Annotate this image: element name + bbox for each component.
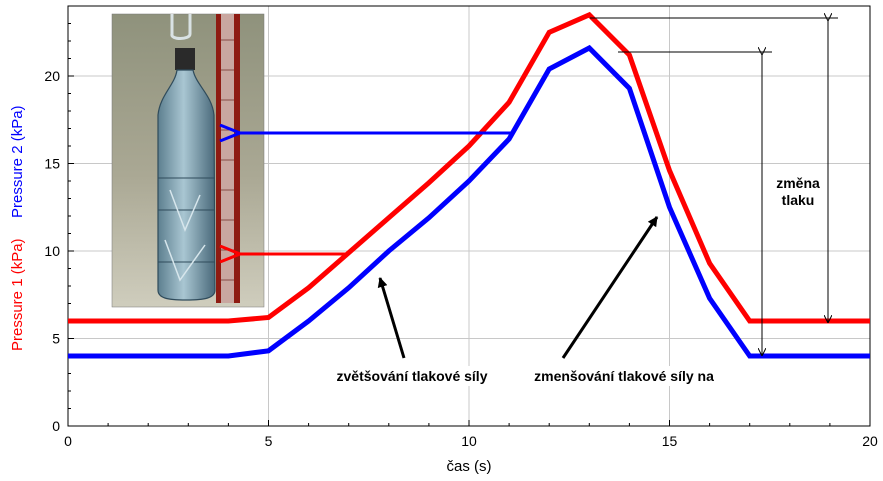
- plot-frame: [67, 5, 871, 427]
- change-label-line2: tlaku: [782, 192, 815, 208]
- series-pressure-2-line: [68, 44, 870, 359]
- y-tick-label: 0: [52, 418, 60, 434]
- increase-arrow: [377, 277, 406, 359]
- change-label-line1: změna: [776, 175, 820, 191]
- series-pressure-1-line: [68, 11, 870, 324]
- x-tick-labels: 0 5 10 15 20: [64, 433, 878, 449]
- y-tick-label: 20: [44, 68, 60, 84]
- y-tick-label: 10: [44, 243, 60, 259]
- x-tick-label: 15: [662, 433, 678, 449]
- y-tick-label: 5: [52, 331, 60, 347]
- x-tick-label: 0: [64, 433, 72, 449]
- y-axis-title-pressure-1: Pressure 1 (kPa): [9, 238, 26, 351]
- bottle: [157, 69, 216, 301]
- bottle-cap: [175, 48, 195, 70]
- x-axis-title: čas (s): [447, 458, 492, 475]
- increase-label: zvětšování tlakové síly: [337, 368, 488, 384]
- x-tick-label: 5: [265, 433, 273, 449]
- decrease-arrow: [561, 216, 659, 359]
- y-tick-label: 15: [44, 156, 60, 172]
- bottle-photo: [111, 13, 265, 308]
- decrease-label: zmenšování tlakové síly na: [534, 368, 714, 384]
- x-tick-label: 20: [862, 433, 878, 449]
- x-tick-label: 10: [461, 433, 477, 449]
- y-tick-labels: 0 5 10 15 20: [44, 68, 60, 434]
- y-axis-title-pressure-2: Pressure 2 (kPa): [9, 105, 26, 218]
